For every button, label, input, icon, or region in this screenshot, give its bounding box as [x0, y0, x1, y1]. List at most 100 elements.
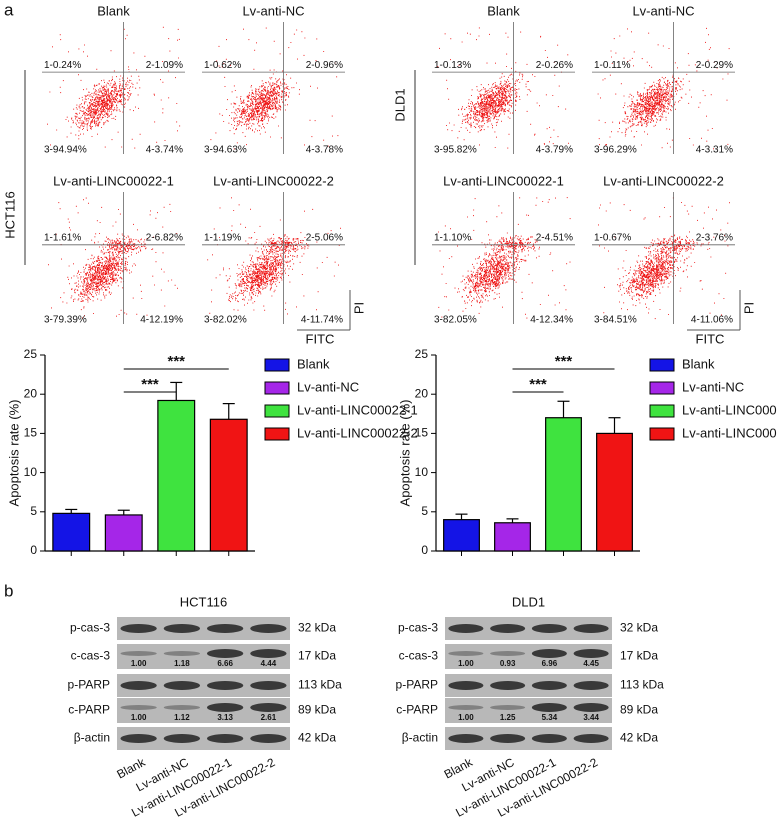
blot-band [490, 705, 526, 710]
blot-band [120, 681, 157, 690]
event-dots [48, 197, 178, 319]
plot-title: Blank [97, 3, 130, 18]
size-label: 113 kDa [620, 678, 664, 692]
blot-band [490, 734, 526, 743]
blot-band [163, 681, 201, 690]
quant-label: 1.12 [174, 713, 190, 722]
plot-title: Blank [487, 3, 520, 18]
blot-band [120, 651, 157, 656]
event-dots [207, 197, 341, 315]
significance-label: *** [529, 376, 547, 393]
legend-label: Blank [297, 356, 330, 371]
blot-band [206, 734, 244, 743]
plot-title: Lv-anti-NC [242, 3, 304, 18]
y-axis-label: Apoptosis rate (%) [6, 400, 21, 507]
quant-label: 1.00 [131, 713, 147, 722]
blot-band [250, 624, 287, 633]
blot-band [448, 705, 484, 710]
quant-label: 3.13 [217, 713, 233, 722]
y-tick-label: 10 [415, 465, 429, 479]
quadrant-label: 1-0.67% [594, 232, 631, 243]
quadrant-label: 2-0.96% [306, 60, 343, 71]
cell-line-label: HCT116 [2, 191, 17, 238]
event-dots [437, 27, 569, 149]
legend-label: Lv-anti-LINC00022-2 [682, 425, 777, 440]
blot-band [573, 624, 609, 633]
blot-strip [117, 727, 290, 750]
quant-label: 1.00 [458, 713, 474, 722]
quadrant-label: 3-94.63% [204, 145, 247, 156]
blot-band [163, 651, 201, 656]
blot-band [250, 703, 287, 712]
blot-band [250, 681, 287, 690]
row-label: c-cas-3 [399, 649, 439, 663]
bar [209, 418, 248, 552]
significance-label: *** [141, 376, 159, 393]
row-label: c-cas-3 [71, 649, 111, 663]
y-axis-label: PI [741, 302, 756, 314]
legend-swatch [649, 358, 675, 372]
quadrant-label: 3-82.02% [204, 315, 247, 326]
blot-band [490, 624, 526, 633]
y-tick-label: 20 [24, 386, 38, 400]
blot-band [448, 651, 484, 656]
significance-label: *** [167, 353, 185, 370]
legend-label: Blank [682, 356, 715, 371]
bar [596, 432, 633, 552]
quadrant-label: 1-0.24% [44, 60, 81, 71]
panel-label: a [4, 0, 14, 19]
plot-title: Lv-anti-LINC00022-2 [603, 173, 724, 188]
blot-band [573, 649, 609, 658]
quadrant-label: 3-79.39% [44, 315, 87, 326]
plot-title: Lv-anti-LINC00022-1 [443, 173, 564, 188]
blot-strip [117, 617, 290, 640]
blot-band [120, 624, 157, 633]
quant-label: 4.44 [261, 659, 277, 668]
legend-label: Lv-anti-NC [682, 379, 744, 394]
blot-band [531, 703, 567, 712]
quadrant-label: 2-5.06% [306, 232, 343, 243]
quant-label: 5.34 [542, 713, 558, 722]
blot-band [448, 624, 484, 633]
legend-swatch [264, 427, 290, 441]
y-tick-label: 15 [24, 426, 38, 440]
blot-band [250, 649, 287, 658]
legend-label: Lv-anti-LINC00022-1 [297, 402, 418, 417]
y-tick-label: 15 [415, 426, 429, 440]
quadrant-label: 2-4.51% [536, 232, 573, 243]
size-label: 17 kDa [620, 649, 658, 663]
x-axis-label: FITC [696, 331, 725, 346]
legend-swatch [264, 404, 290, 418]
size-label: 32 kDa [298, 621, 336, 635]
plot-title: Lv-anti-LINC00022-2 [213, 173, 334, 188]
quadrant-label: 4-11.06% [691, 315, 733, 326]
quadrant-label: 2-0.26% [536, 60, 573, 71]
legend-label: Lv-anti-LINC00022-2 [297, 425, 418, 440]
y-tick-label: 10 [24, 465, 38, 479]
event-dots [47, 26, 181, 149]
blot-band [531, 624, 567, 633]
blot-band [531, 649, 567, 658]
bar [104, 514, 143, 552]
quant-label: 4.45 [583, 659, 599, 668]
y-tick-label: 0 [30, 543, 37, 557]
quadrant-label: 3-82.05% [434, 315, 477, 326]
significance-label: *** [555, 353, 573, 370]
row-label: c-PARP [68, 703, 110, 717]
quant-label: 1.00 [458, 659, 474, 668]
quadrant-label: 2-6.82% [146, 232, 183, 243]
size-label: 17 kDa [298, 649, 336, 663]
quadrant-label: 4-3.79% [536, 145, 573, 156]
bar [545, 417, 582, 552]
row-label: p-PARP [68, 678, 110, 692]
event-dots [210, 27, 339, 150]
quadrant-label: 4-12.34% [530, 315, 573, 326]
plot-title: Lv-anti-NC [632, 3, 694, 18]
blot-band [490, 681, 526, 690]
blot-strip [445, 727, 612, 750]
quant-label: 6.66 [217, 659, 233, 668]
quadrant-label: 2-1.09% [146, 60, 183, 71]
blot-strip [445, 674, 612, 697]
quadrant-label: 3-84.51% [594, 315, 637, 326]
